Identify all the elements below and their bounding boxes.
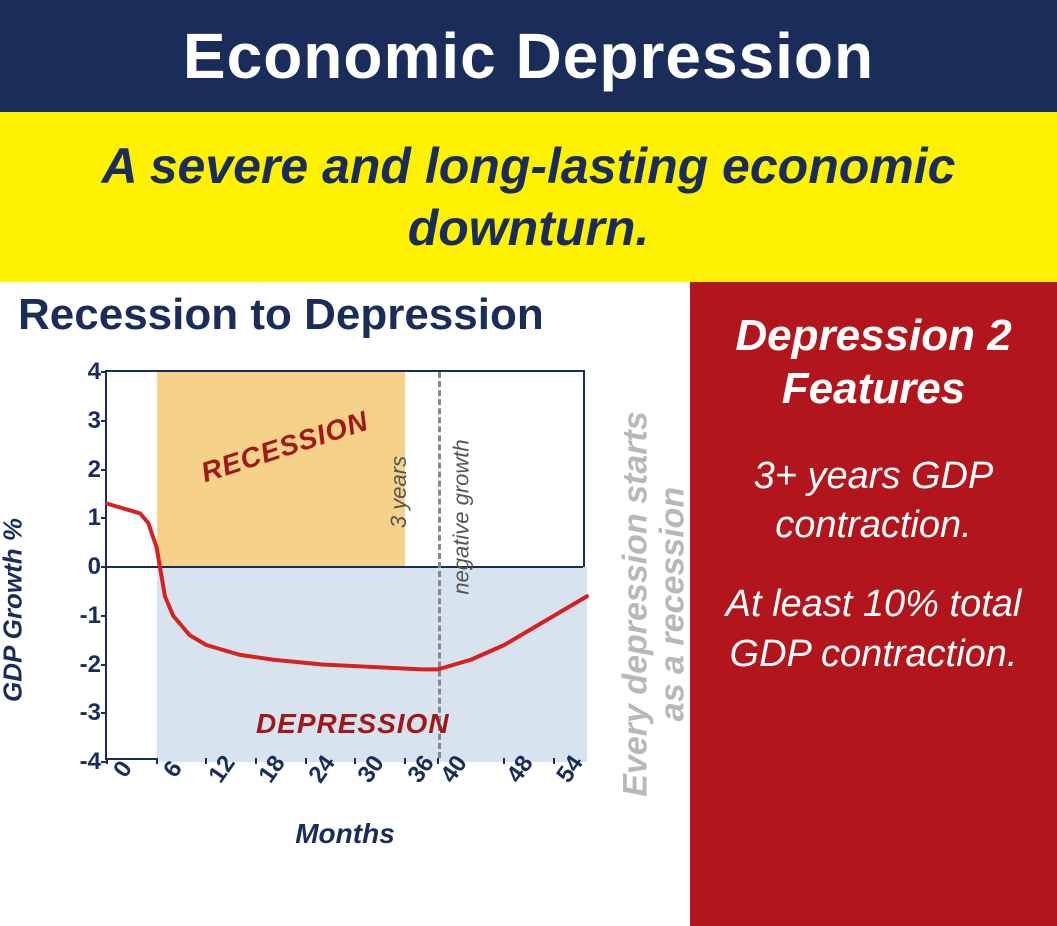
side-quote: Every depression starts as a recession — [618, 411, 693, 797]
main-title-band: Economic Depression — [0, 0, 1057, 112]
features-panel: Depression 2 Features 3+ years GDP contr… — [690, 282, 1057, 926]
main-title: Economic Depression — [183, 19, 874, 93]
gdp-growth-line — [107, 504, 587, 670]
chart-column: Recession to Depression GDP Growth % REC… — [0, 282, 620, 926]
plot-box: RECESSION DEPRESSION 3 years negative gr… — [105, 370, 585, 760]
x-axis-label: Months — [295, 818, 395, 850]
infographic-container: Economic Depression A severe and long-la… — [0, 0, 1057, 926]
subtitle-band: A severe and long-lasting economic downt… — [0, 112, 1057, 282]
side-text-column: Every depression starts as a recession — [620, 282, 690, 926]
features-title: Depression 2 Features — [708, 310, 1039, 416]
side-quote-line2: as a recession — [654, 487, 692, 721]
side-quote-line1: Every depression starts — [617, 411, 655, 797]
y-axis-label: GDP Growth % — [0, 518, 29, 702]
chart-title: Recession to Depression — [0, 290, 620, 340]
feature-1: 3+ years GDP contraction. — [708, 452, 1039, 551]
chart-area: GDP Growth % RECESSION DEPRESSION 3 year… — [55, 350, 615, 870]
line-chart-svg — [107, 372, 583, 758]
subtitle: A severe and long-lasting economic downt… — [30, 135, 1027, 260]
main-content-row: Recession to Depression GDP Growth % REC… — [0, 282, 1057, 926]
feature-2: At least 10% total GDP contraction. — [708, 580, 1039, 679]
